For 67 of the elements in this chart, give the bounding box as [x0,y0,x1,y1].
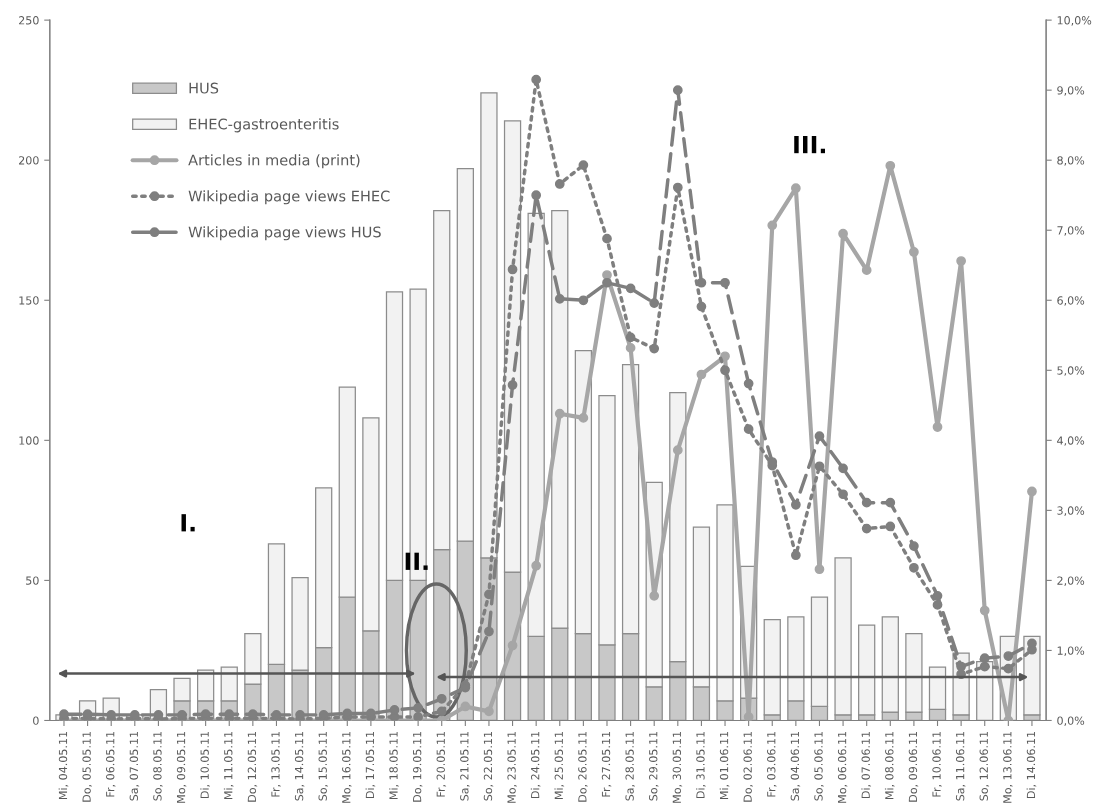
x-tick-label: Fr, 13.05.11 [271,731,281,797]
x-tick-label: Mi, 08.06.11 [884,731,895,800]
legend-label: Wikipedia page views HUS [188,226,381,241]
x-tick-label: Sa, 28.05.11 [625,731,635,801]
y2-tick-label: 10,0% [1057,16,1092,26]
x-tick-label: Fr, 03.06.11 [767,731,777,797]
x-tick-label: Mi, 11.05.11 [223,731,234,800]
y2-tick-label: 2,0% [1057,576,1085,586]
x-tick-label: Di, 24.05.11 [530,731,541,798]
y2-tick-label: 1,0% [1057,646,1085,656]
x-tick-label: Di, 17.05.11 [365,731,376,798]
y-tick-label: 250 [19,16,39,25]
y-tick-label: 50 [26,576,39,585]
x-tick-label: Do, 19.05.11 [412,731,423,802]
x-tick-label: Mi, 18.05.11 [389,731,399,800]
x-tick-label: So, 29.05.11 [649,731,659,801]
x-tick-label: Do, 12.05.11 [247,731,258,802]
x-tick-label: Sa, 07.05.11 [129,731,140,801]
x-tick-label: Sa, 21.05.11 [460,731,470,801]
x-tick-label: Mo, 23.05.11 [507,731,517,803]
x-tick-label: Do, 05.05.11 [82,731,92,802]
legend-label: Wikipedia page views EHEC [188,190,390,205]
legend-label: Articles in media (print) [188,154,360,169]
y2-tick-label: 7,0% [1057,226,1085,236]
x-tick-label: Mo, 13.06.11 [1003,731,1013,803]
x-tick-label: So, 22.05.11 [483,731,494,801]
x-tick-label: Di, 14.06.11 [1026,731,1037,798]
x-tick-label: Fr, 20.05.11 [436,731,447,797]
x-tick-label: Mi, 01.06.11 [719,731,730,800]
y2-tick-label: 5,0% [1057,366,1085,376]
y-tick-label: 200 [19,156,39,165]
x-tick-label: Mo, 16.05.11 [342,731,352,803]
legend-label: HUS [189,82,219,94]
x-tick-label: So, 08.05.11 [153,731,163,801]
x-tick-label: Do, 09.06.11 [908,731,919,802]
x-tick-label: Fr, 10.06.11 [932,731,942,797]
annotation: I. [181,514,195,532]
x-tick-label: Mo, 06.06.11 [837,731,848,803]
x-tick-label: Mi, 25.05.11 [554,731,565,800]
x-tick-label: Sa, 14.05.11 [294,731,305,801]
x-tick-label: Fr, 06.05.11 [106,731,116,797]
y-tick-label: 0 [33,716,39,725]
x-tick-label: Fr, 27.05.11 [601,731,612,797]
y2-tick-label: 8,0% [1057,156,1085,166]
x-tick-label: Sa, 11.06.11 [955,731,966,801]
annotation: III. [794,135,825,154]
x-tick-label: So, 15.05.11 [318,731,329,801]
annotation: II. [405,552,428,570]
y2-tick-label: 4,0% [1057,436,1085,446]
x-tick-label: So, 12.06.11 [979,731,990,801]
y2-tick-label: 3,0% [1057,506,1085,516]
y2-tick-label: 0,0% [1057,716,1085,726]
x-tick-label: Do, 26.05.11 [578,731,588,802]
y-tick-label: 150 [19,296,39,305]
y2-tick-label: 9,0% [1057,86,1085,96]
x-tick-label: Do, 02.06.11 [743,731,753,802]
y2-tick-label: 6,0% [1057,296,1085,306]
x-tick-label: Di, 10.05.11 [200,731,210,798]
x-tick-label: Mo, 30.05.11 [672,731,683,803]
legend-label: EHEC-gastroenteritis [189,118,339,133]
y-tick-label: 100 [19,436,39,445]
x-tick-label: Mi, 04.05.11 [58,731,69,800]
x-tick-label: So, 05.06.11 [814,731,824,801]
x-tick-label: Di, 31.05.11 [696,731,706,798]
x-tick-label: Mo, 09.05.11 [176,731,187,803]
x-tick-label: Di, 07.06.11 [861,731,872,798]
x-tick-label: Sa, 04.06.11 [790,731,801,801]
